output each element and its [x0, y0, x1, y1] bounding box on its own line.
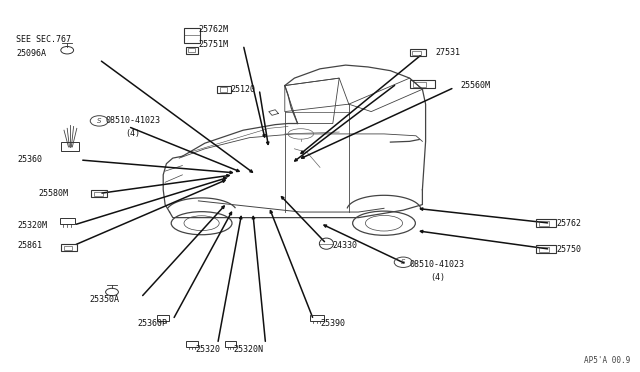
- Bar: [413, 82, 426, 87]
- Bar: [157, 315, 169, 321]
- Bar: [184, 28, 200, 43]
- Text: 25751M: 25751M: [198, 40, 228, 49]
- Bar: [539, 221, 549, 226]
- Bar: [186, 341, 198, 347]
- Bar: [91, 190, 107, 197]
- Bar: [310, 315, 324, 321]
- Text: 25560M: 25560M: [461, 81, 491, 90]
- Text: (4): (4): [125, 129, 140, 138]
- Bar: [410, 49, 426, 56]
- Text: S: S: [401, 259, 406, 265]
- Bar: [413, 51, 421, 55]
- Bar: [536, 219, 556, 227]
- Bar: [220, 87, 227, 92]
- Bar: [93, 192, 102, 196]
- Text: (4): (4): [430, 273, 445, 282]
- Bar: [60, 218, 75, 224]
- Bar: [64, 246, 72, 250]
- Text: AP5'A 00.9: AP5'A 00.9: [584, 356, 630, 365]
- Bar: [410, 80, 435, 88]
- Text: 25120: 25120: [230, 85, 255, 94]
- Text: 24330: 24330: [333, 241, 358, 250]
- Text: 25320N: 25320N: [234, 345, 264, 354]
- Text: 08510-41023: 08510-41023: [410, 260, 465, 269]
- Text: 25762: 25762: [557, 219, 582, 228]
- Text: 25750: 25750: [557, 245, 582, 254]
- Text: 25762M: 25762M: [198, 25, 228, 34]
- Text: 25360P: 25360P: [138, 319, 168, 328]
- Bar: [61, 142, 79, 151]
- Text: SEE SEC.767: SEE SEC.767: [16, 35, 71, 44]
- Text: 27531: 27531: [435, 48, 460, 57]
- Text: 25390: 25390: [320, 319, 345, 328]
- Text: 25350A: 25350A: [90, 295, 120, 304]
- Text: 25320: 25320: [195, 345, 220, 354]
- Bar: [539, 247, 549, 252]
- Bar: [188, 48, 195, 52]
- Bar: [61, 244, 77, 251]
- Text: S: S: [97, 118, 102, 124]
- Bar: [186, 47, 198, 54]
- Bar: [536, 245, 556, 253]
- Text: 25096A: 25096A: [16, 49, 46, 58]
- Text: 25861: 25861: [18, 241, 43, 250]
- Text: 25320M: 25320M: [18, 221, 48, 230]
- Text: 25360: 25360: [18, 155, 43, 164]
- Bar: [217, 86, 231, 93]
- Text: 08510-41023: 08510-41023: [106, 116, 161, 125]
- Bar: [225, 341, 236, 347]
- Text: 25580M: 25580M: [38, 189, 68, 198]
